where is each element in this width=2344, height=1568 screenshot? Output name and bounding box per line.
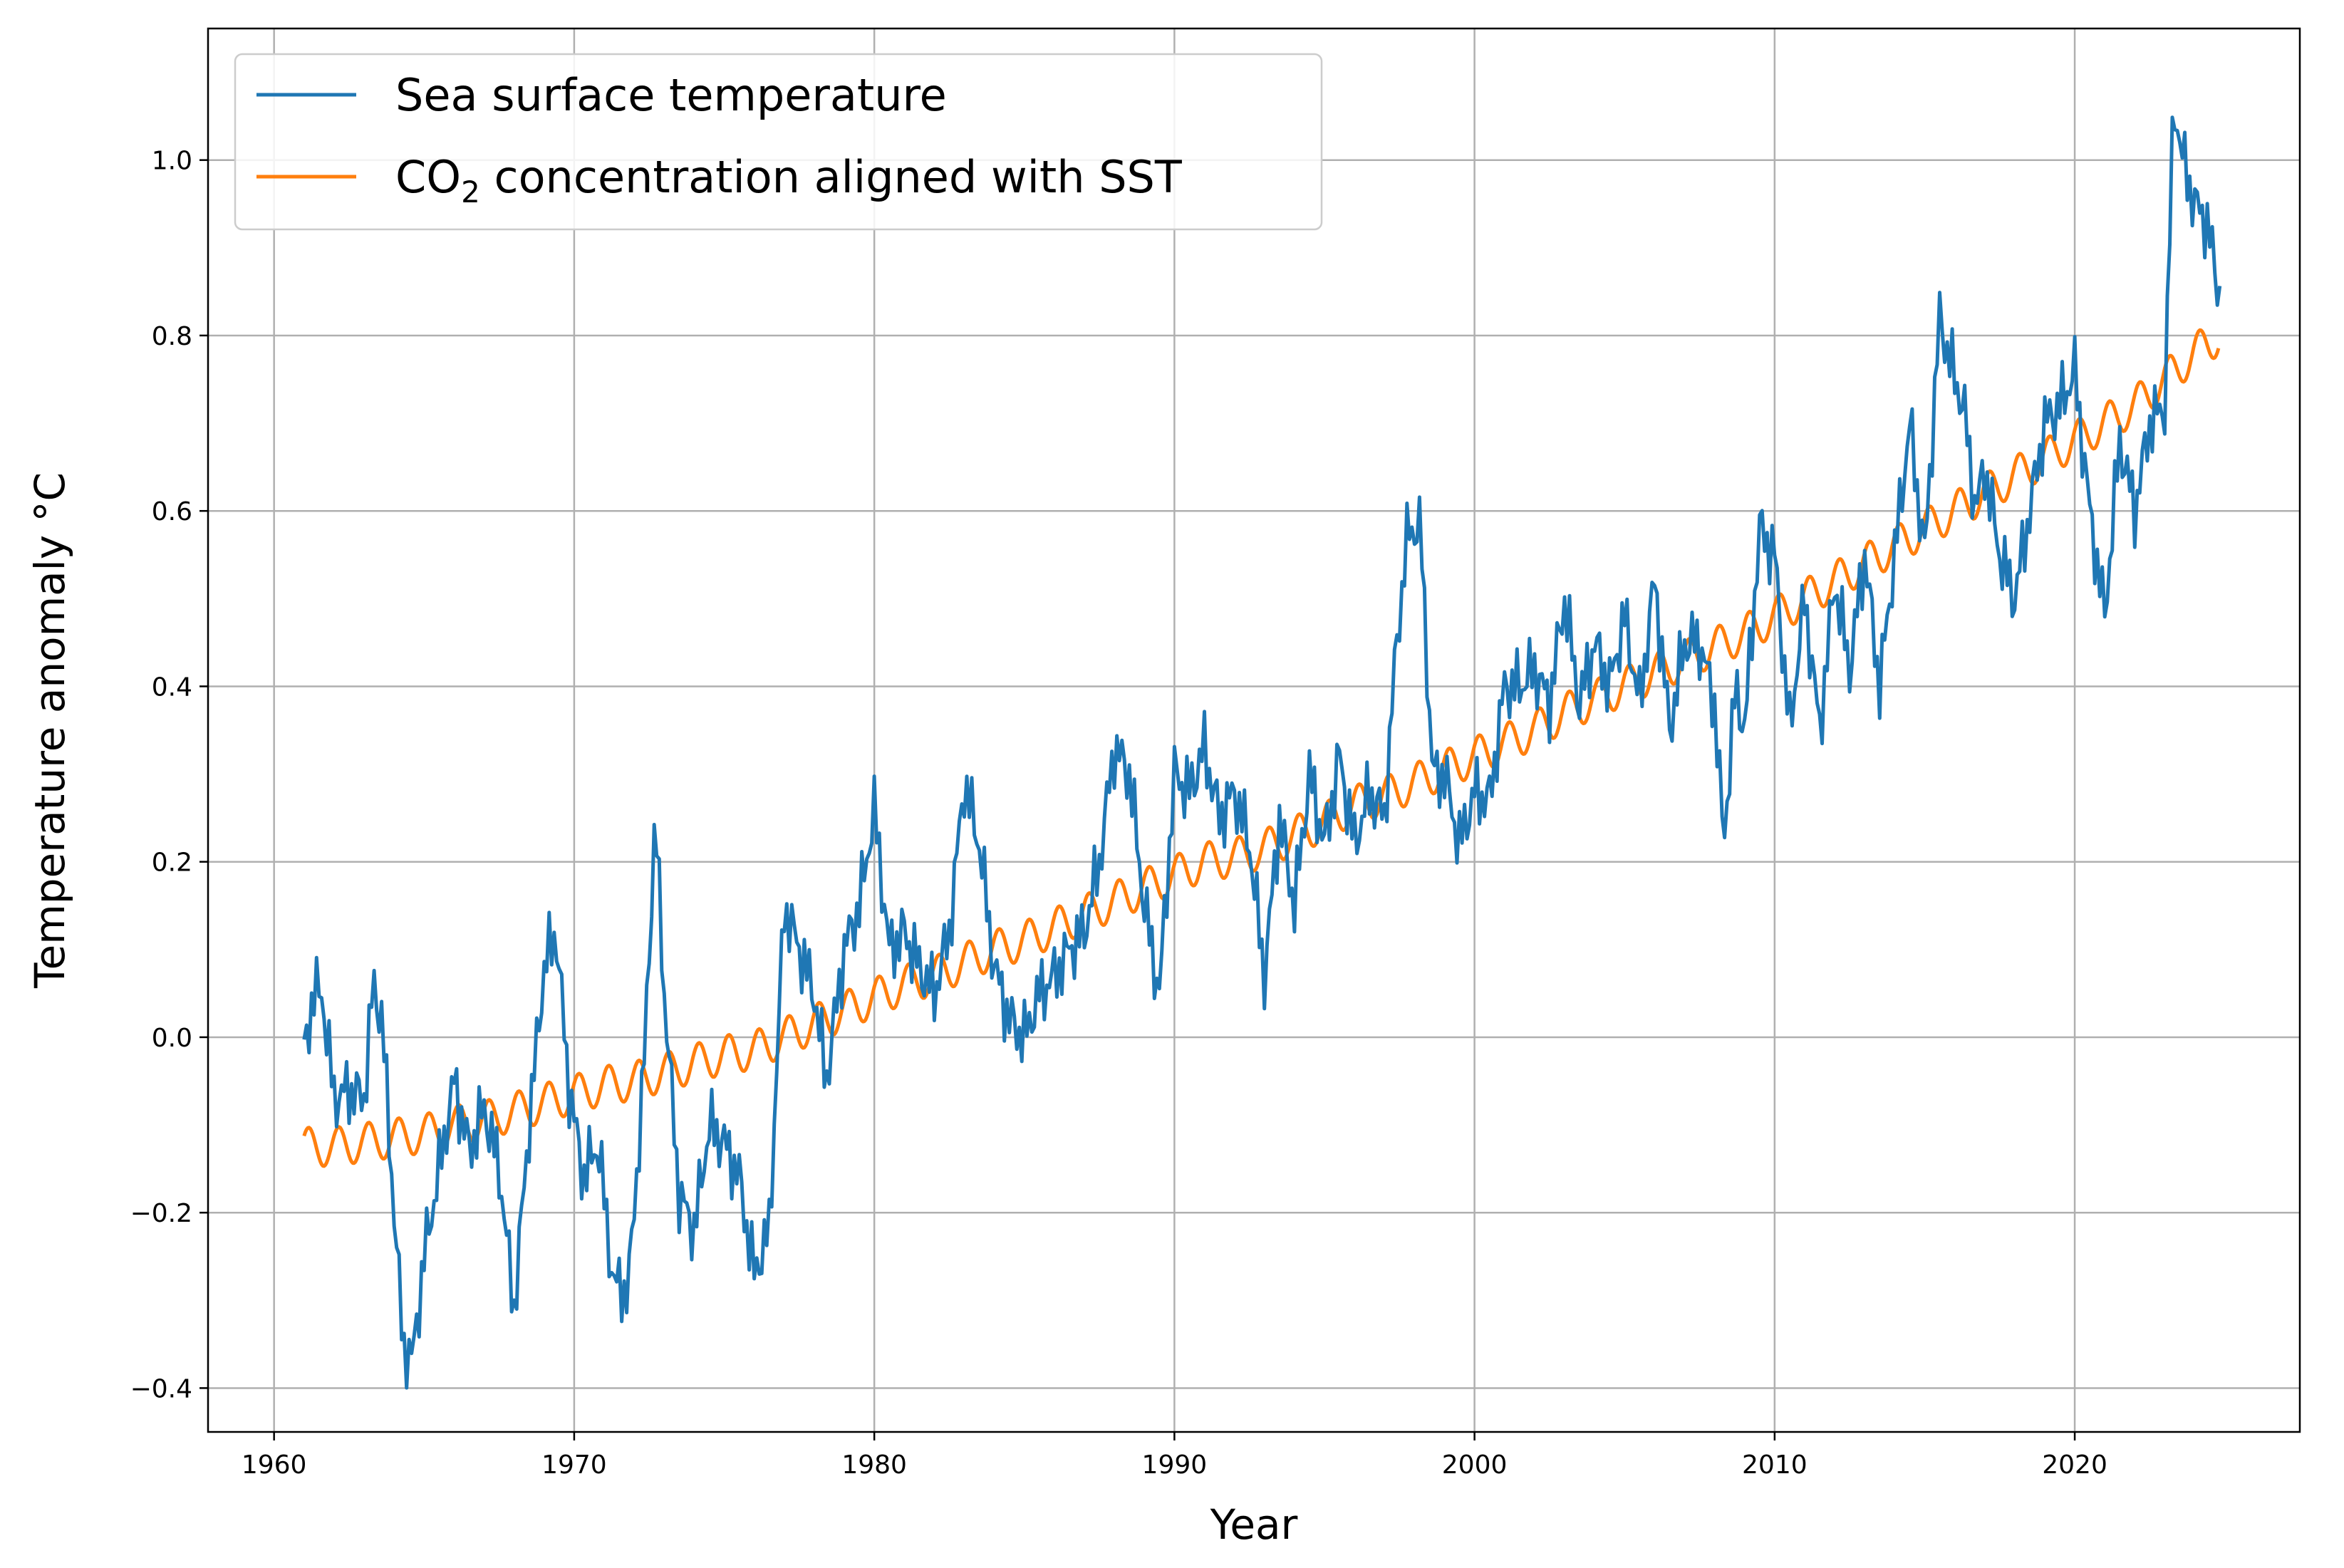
legend-co2-prefix: CO (395, 151, 461, 203)
y-tick-label: 0.2 (152, 848, 192, 878)
y-tick-label: 0.4 (152, 673, 192, 702)
plot-frame (207, 27, 2301, 1433)
legend-co2-subscript: 2 (461, 175, 480, 209)
x-tick-label: 2010 (1742, 1450, 1808, 1480)
legend-box (234, 53, 1323, 231)
y-tick-label: 0.8 (152, 322, 192, 351)
x-tick-label: 1960 (242, 1450, 307, 1480)
x-tick-label: 1970 (541, 1450, 607, 1480)
legend: Sea surface temperature CO2 concentratio… (234, 53, 1323, 231)
x-tick-label: 2000 (1442, 1450, 1508, 1480)
y-tick-label: 0.0 (152, 1024, 192, 1053)
x-tick-label: 2020 (2042, 1450, 2107, 1480)
legend-co2-label: CO2 concentration aligned with SST (395, 151, 1183, 209)
series-layer (302, 115, 2222, 1390)
y-tick-label: −0.4 (130, 1374, 192, 1403)
x-tick-label: 1990 (1142, 1450, 1208, 1480)
x-tick-label: 1980 (841, 1450, 907, 1480)
y-tick-label: −0.2 (130, 1199, 192, 1228)
x-axis-label: Year (1210, 1500, 1298, 1549)
y-tick-label: 1.0 (152, 147, 192, 176)
y-tick-label: 0.6 (152, 497, 192, 526)
legend-co2-suffix: concentration aligned with SST (480, 151, 1183, 203)
axis-ticks: 1960 1970 1980 1990 2000 2010 2020 −0.4 −0.2 0.0 0… (130, 147, 2107, 1480)
legend-sst-label: Sea surface temperature (395, 69, 947, 121)
sst-series-line (302, 115, 2222, 1390)
y-axis-label: Temperature anomaly °C (26, 472, 74, 989)
